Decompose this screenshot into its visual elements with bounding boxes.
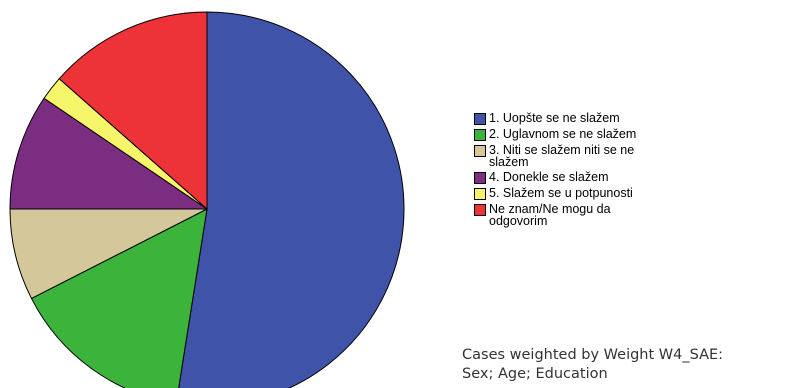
legend-label: 1. Uopšte se ne slažem [489, 111, 620, 125]
weighting-note-line: Cases weighted by Weight W4_SAE: [462, 347, 724, 363]
legend-swatch [474, 129, 486, 141]
legend-item: Ne znam/Ne mogu da odgovorim [474, 203, 724, 227]
legend-item: 1. Uopšte se ne slažem [474, 112, 724, 125]
legend-swatch [474, 113, 486, 125]
legend-label: 5. Slažem se u potpunosti [489, 186, 633, 200]
weighting-note-line: Sex; Age; Education [462, 366, 608, 382]
legend-item: 4. Donekle se slažem [474, 171, 724, 184]
legend-swatch [474, 204, 486, 216]
pie-slice-1 [178, 11, 405, 388]
pie-slice-4 [9, 97, 209, 210]
pie-slices [9, 11, 405, 388]
legend-swatch [474, 172, 486, 184]
legend-item: 2. Uglavnom se ne slažem [474, 128, 724, 141]
legend-item: 5. Slažem se u potpunosti [474, 187, 724, 200]
pie-slice-2 [30, 208, 208, 388]
legend-swatch [474, 188, 486, 200]
legend-swatch [474, 145, 486, 157]
legend-label: 4. Donekle se slažem [489, 170, 609, 184]
legend-item: 3. Niti se slažem niti se ne slažem [474, 144, 724, 168]
legend: 1. Uopšte se ne slažem 2. Uglavnom se ne… [474, 112, 724, 230]
legend-label: Ne znam/Ne mogu da odgovorim [489, 202, 611, 228]
legend-label: 2. Uglavnom se ne slažem [489, 127, 637, 141]
weighting-note: Cases weighted by Weight W4_SAE: Sex; Ag… [462, 346, 723, 384]
legend-label: 3. Niti se slažem niti se ne slažem [489, 143, 635, 169]
pie-slice-6 [58, 11, 208, 211]
